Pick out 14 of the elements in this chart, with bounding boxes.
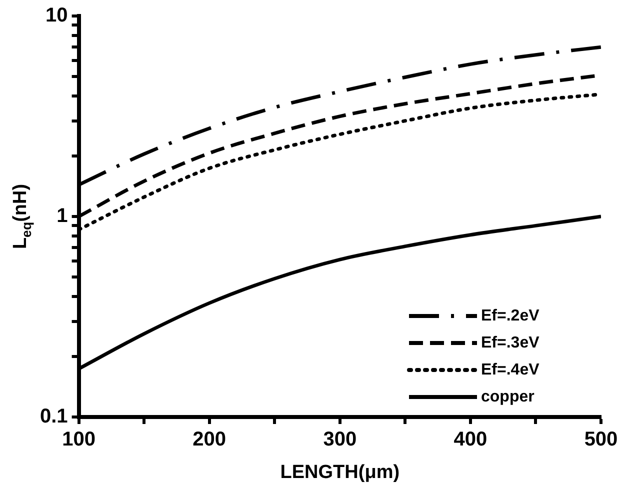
y-tick-label: 0.1 <box>40 406 68 428</box>
x-tick-label: 500 <box>584 428 618 451</box>
x-tick-label: 300 <box>323 428 357 451</box>
x-tick-label: 200 <box>192 428 226 451</box>
x-axis-title: LENGTH(μm) <box>280 462 400 483</box>
y-tick-label: 10 <box>46 4 68 27</box>
legend-label: Ef=.3eV <box>481 334 540 352</box>
y-axis-title: Leq(nH) <box>10 184 34 250</box>
legend-label: copper <box>481 388 534 406</box>
x-tick-label: 400 <box>454 428 488 451</box>
y-tick-label: 1 <box>56 205 68 228</box>
x-tick-label: 100 <box>62 428 96 451</box>
legend-label: Ef=.4eV <box>481 361 540 378</box>
legend-label: Ef=.2eV <box>481 307 540 324</box>
